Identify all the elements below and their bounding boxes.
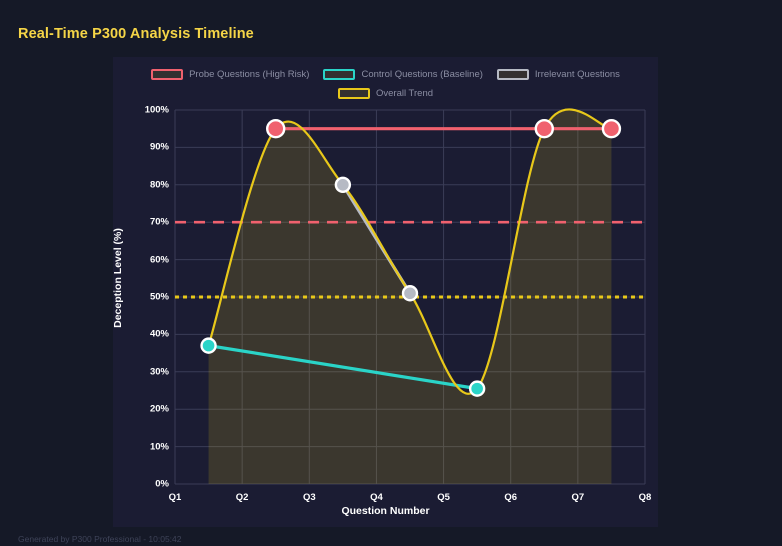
y-axis-tick: 0% [155,478,169,490]
data-point-marker[interactable] [468,380,486,397]
data-point-marker[interactable] [601,118,622,139]
y-axis-tick: 20% [149,403,169,415]
data-point-marker[interactable] [534,118,554,139]
legend-item-control[interactable]: Control Questions (Baseline) [323,67,483,82]
legend-swatch-overall-trend [337,88,370,99]
x-axis-tick: Q6 [504,492,518,503]
series-line [206,344,479,391]
legend-swatch-irrelevant [496,69,529,80]
y-axis-tick: 90% [149,141,169,153]
y-axis-tick: 40% [149,328,169,340]
x-axis-tick: Q7 [571,492,585,503]
x-axis-tick: Q3 [302,492,316,503]
y-axis-tick: 10% [149,441,169,453]
plot-svg [174,108,646,485]
data-point-marker[interactable] [200,337,217,354]
y-axis-tick: 60% [149,254,169,266]
legend-label-probe: Probe Questions (High Risk) [189,69,310,80]
x-axis-tick: Q5 [437,492,450,503]
legend-label-irrelevant: Irrelevant Questions [534,69,620,80]
y-axis-tick: 80% [149,179,169,191]
y-axis-tick: 70% [149,216,169,228]
x-axis-tick: Q4 [370,492,383,503]
x-axis-label: Question Number [341,505,430,517]
footer-note: Generated by P300 Professional - 10:05:4… [18,534,182,544]
legend-item-probe[interactable]: Probe Questions (High Risk) [151,67,309,82]
x-axis-tick: Q1 [168,492,182,503]
y-axis-tick: 30% [149,366,169,378]
plot-area: Deception Level (%) Question Number 0% 10… [112,57,658,527]
x-axis-tick: Q8 [638,492,652,503]
legend-label-control: Control Questions (Baseline) [361,69,483,80]
y-axis-tick: 50% [149,291,169,303]
page-title: Real-Time P300 Analysis Timeline [18,26,254,42]
data-point-marker[interactable] [334,176,352,194]
chart-panel: Probe Questions (High Risk) Control Ques… [112,57,658,527]
y-axis-label: Deception Level (%) [112,228,124,328]
legend-swatch-control [323,69,356,80]
legend-swatch-probe [151,69,184,80]
legend-item-overall-trend[interactable]: Overall Trend [337,86,434,101]
legend-item-irrelevant[interactable]: Irrelevant Questions [496,67,620,82]
y-axis-tick: 100% [144,104,169,116]
data-point-marker[interactable] [401,285,419,302]
x-axis-tick: Q2 [235,492,249,503]
legend-label-overall-trend: Overall Trend [375,88,434,99]
chart-legend: Probe Questions (High Risk) Control Ques… [113,67,658,101]
data-point-marker[interactable] [266,118,286,139]
